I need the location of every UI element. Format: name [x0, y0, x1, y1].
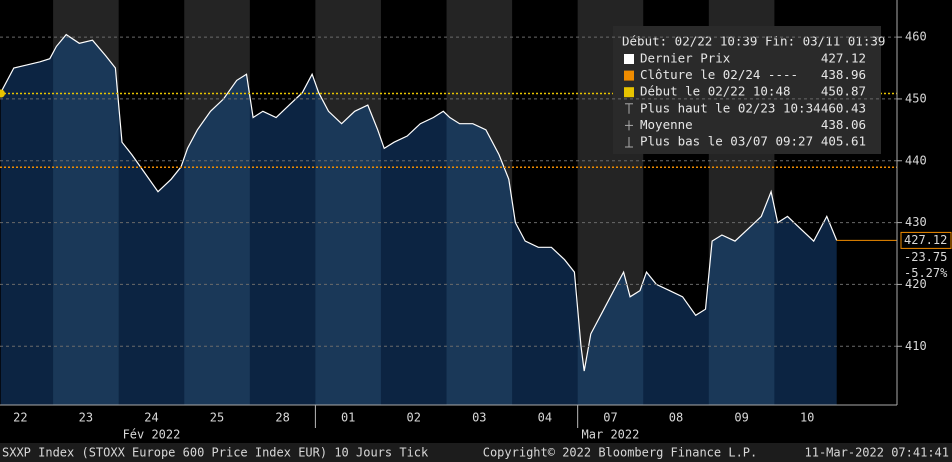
month-label: Mar 2022 — [582, 428, 640, 442]
legend-value: 460.43 — [821, 100, 866, 115]
x-tick-label: 25 — [210, 411, 224, 425]
y-tick-label: 450 — [905, 91, 927, 105]
x-tick-label: 07 — [603, 411, 617, 425]
legend-value: 438.06 — [821, 117, 866, 132]
legend-label: Dernier Prix — [640, 51, 731, 66]
x-tick-label: 01 — [341, 411, 355, 425]
y-tick-label: 430 — [905, 215, 927, 229]
price-line — [0, 33, 838, 372]
x-tick-label: 24 — [144, 411, 158, 425]
start-marker — [0, 89, 5, 98]
x-tick-label: 08 — [669, 411, 683, 425]
x-tick-label: 09 — [734, 411, 748, 425]
last-tag-change: -23.75 — [904, 250, 947, 264]
x-tick-label: 22 — [13, 411, 27, 425]
legend-value: 405.61 — [821, 134, 866, 149]
x-tick-label: 02 — [407, 411, 421, 425]
legend-swatch — [624, 70, 634, 81]
month-label: Fév 2022 — [123, 428, 181, 442]
footer-center: Copyright© 2022 Bloomberg Finance L.P. — [483, 446, 758, 460]
legend-swatch — [624, 87, 634, 98]
footer-left: SXXP Index (STOXX Europe 600 Price Index… — [2, 446, 429, 460]
legend-label: Plus bas le 03/07 09:27 — [640, 134, 813, 149]
legend-box — [613, 26, 881, 154]
y-tick-label: 420 — [905, 277, 927, 291]
y-tick-label: 440 — [905, 153, 927, 167]
footer-bar — [0, 443, 952, 462]
x-tick-label: 04 — [538, 411, 552, 425]
legend-header: Début: 02/22 10:39 Fin: 03/11 01:39 — [622, 34, 885, 49]
legend-label: Plus haut le 02/23 10:34 — [640, 100, 821, 115]
last-tag-box — [900, 231, 952, 249]
last-tag-pct: -5.27% — [904, 266, 948, 280]
y-tick-label: 460 — [905, 30, 927, 44]
legend-value: 450.87 — [821, 84, 866, 99]
legend-value: 438.96 — [821, 67, 866, 82]
legend-label: Clôture le 02/24 ---- — [640, 67, 798, 82]
legend-label: Début le 02/22 10:48 — [640, 84, 791, 99]
x-tick-label: 03 — [472, 411, 486, 425]
last-tag-value: 427.12 — [904, 233, 947, 247]
legend-label: Moyenne — [640, 117, 693, 132]
footer-right: 11-Mar-2022 07:41:41 — [805, 446, 950, 460]
x-tick-label: 23 — [79, 411, 93, 425]
legend-swatch — [624, 54, 634, 64]
x-tick-label: 10 — [800, 411, 814, 425]
y-tick-label: 410 — [905, 339, 927, 353]
legend-value: 427.12 — [821, 51, 866, 66]
x-tick-label: 28 — [275, 411, 289, 425]
